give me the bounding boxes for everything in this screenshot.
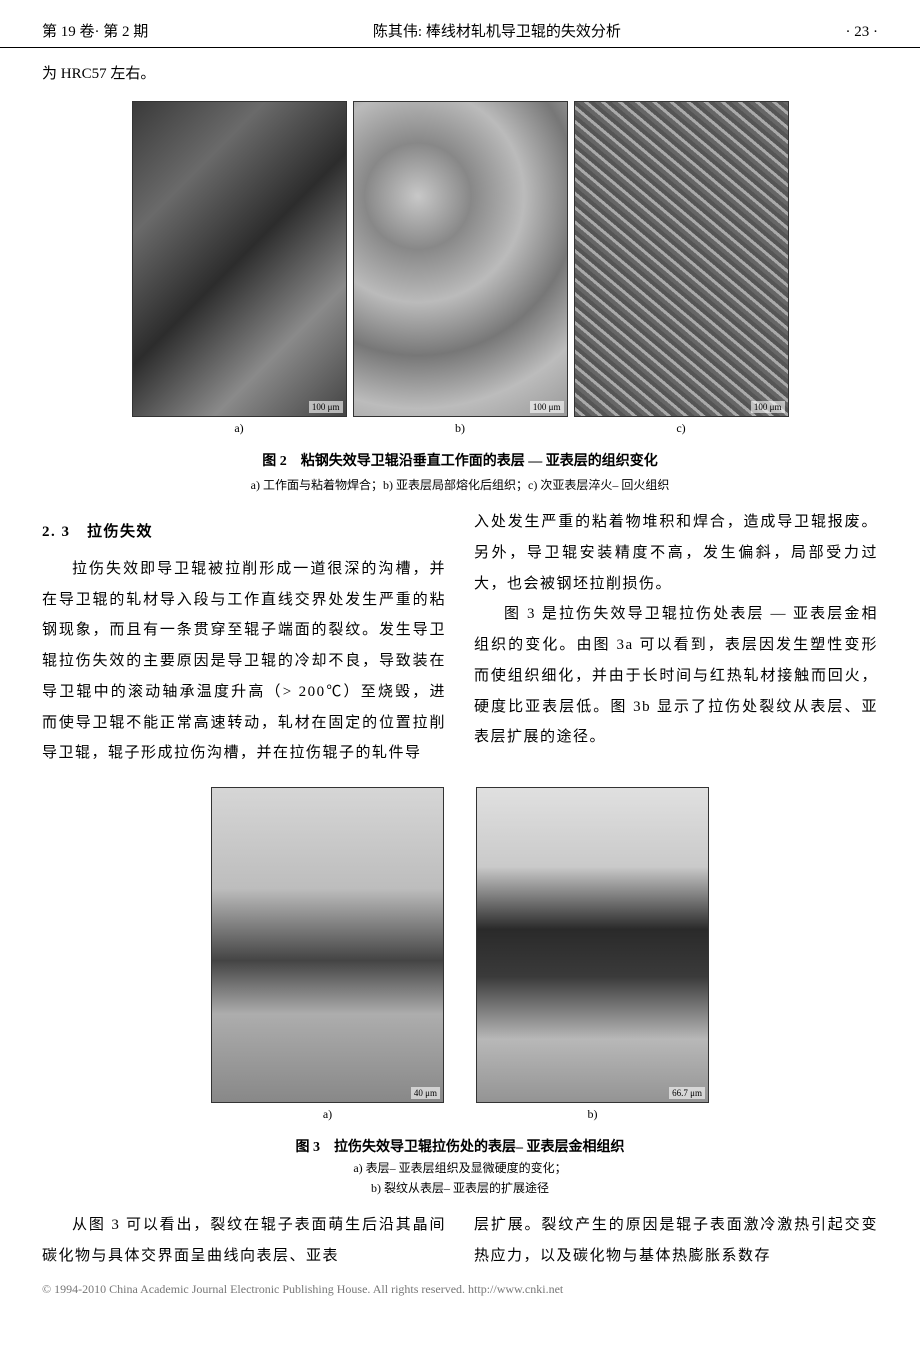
figure-2-subcaption: a) 工作面与粘着物焊合；b) 亚表层局部熔化后组织；c) 次亚表层淬火– 回火… (42, 476, 878, 493)
figure-2a-scalebar: 100 μm (309, 401, 343, 413)
figure-2-caption: 图 2 粘钢失效导卫辊沿垂直工作面的表层 — 亚表层的组织变化 (42, 450, 878, 470)
figure-3b-label: b) (476, 1107, 709, 1122)
header-volume-issue: 第 19 卷· 第 2 期 (42, 20, 148, 41)
section-2-3-para-left: 拉伤失效即导卫辊被拉削形成一道很深的沟槽，并在导卫辊的轧材导入段与工作直线交界处… (42, 554, 446, 769)
figure-2-panels: 100 μm 100 μm 100 μm (42, 101, 878, 417)
figure-3-panels: 40 μm 66.7 μm (42, 787, 878, 1103)
figure-2c-scalebar: 100 μm (751, 401, 785, 413)
figure-3-subcaption-b: b) 裂纹从表层– 亚表层的扩展途径 (42, 1179, 878, 1196)
page-header: 第 19 卷· 第 2 期 陈其伟: 棒线材轧机导卫辊的失效分析 · 23 · (0, 0, 920, 48)
header-running-title: 陈其伟: 棒线材轧机导卫辊的失效分析 (148, 20, 845, 41)
figure-3a-label: a) (211, 1107, 444, 1122)
figure-2c-label: c) (574, 421, 789, 436)
figure-3a-scalebar: 40 μm (411, 1087, 440, 1099)
section-2-3-heading: 2. 3 拉伤失效 (42, 517, 446, 548)
figure-3a-image: 40 μm (211, 787, 444, 1103)
section-2-3-para-right-1: 入处发生严重的粘着物堆积和焊合，造成导卫辊报废。另外，导卫辊安装精度不高，发生偏… (474, 507, 878, 599)
figure-2b-label: b) (353, 421, 568, 436)
figure-2a-label: a) (132, 421, 347, 436)
figure-2c-image: 100 μm (574, 101, 789, 417)
page-content: 为 HRC57 左右。 100 μm 100 μm 100 μm a) b) c… (0, 48, 920, 1272)
header-page-number: · 23 · (846, 24, 879, 41)
bottom-para-right: 层扩展。裂纹产生的原因是辊子表面激冷激热引起交变热应力，以及碳化物与基体热膨胀系… (474, 1210, 878, 1272)
column-right: 入处发生严重的粘着物堆积和焊合，造成导卫辊报废。另外，导卫辊安装精度不高，发生偏… (474, 507, 878, 769)
bottom-para-left: 从图 3 可以看出，裂纹在辊子表面萌生后沿其晶间碳化物与具体交界面呈曲线向表层、… (42, 1210, 446, 1272)
intro-text: 为 HRC57 左右。 (42, 62, 878, 83)
bottom-column-left: 从图 3 可以看出，裂纹在辊子表面萌生后沿其晶间碳化物与具体交界面呈曲线向表层、… (42, 1210, 446, 1272)
figure-3-subcaption-a: a) 表层– 亚表层组织及显微硬度的变化； (42, 1159, 878, 1176)
column-left: 2. 3 拉伤失效 拉伤失效即导卫辊被拉削形成一道很深的沟槽，并在导卫辊的轧材导… (42, 507, 446, 769)
figure-2-sublabels: a) b) c) (42, 421, 878, 436)
figure-2a-image: 100 μm (132, 101, 347, 417)
figure-3-caption: 图 3 拉伤失效导卫辊拉伤处的表层– 亚表层金相组织 (42, 1136, 878, 1156)
footer-copyright: © 1994-2010 China Academic Journal Elect… (0, 1272, 920, 1317)
figure-3-sublabels: a) b) (42, 1107, 878, 1122)
figure-3b-image: 66.7 μm (476, 787, 709, 1103)
section-2-3-para-right-2: 图 3 是拉伤失效导卫辊拉伤处表层 — 亚表层金相组织的变化。由图 3a 可以看… (474, 599, 878, 753)
figure-3b-scalebar: 66.7 μm (669, 1087, 705, 1099)
figure-2b-image: 100 μm (353, 101, 568, 417)
bottom-column-right: 层扩展。裂纹产生的原因是辊子表面激冷激热引起交变热应力，以及碳化物与基体热膨胀系… (474, 1210, 878, 1272)
section-2-3-columns: 2. 3 拉伤失效 拉伤失效即导卫辊被拉削形成一道很深的沟槽，并在导卫辊的轧材导… (42, 507, 878, 769)
figure-2b-scalebar: 100 μm (530, 401, 564, 413)
bottom-columns: 从图 3 可以看出，裂纹在辊子表面萌生后沿其晶间碳化物与具体交界面呈曲线向表层、… (42, 1210, 878, 1272)
